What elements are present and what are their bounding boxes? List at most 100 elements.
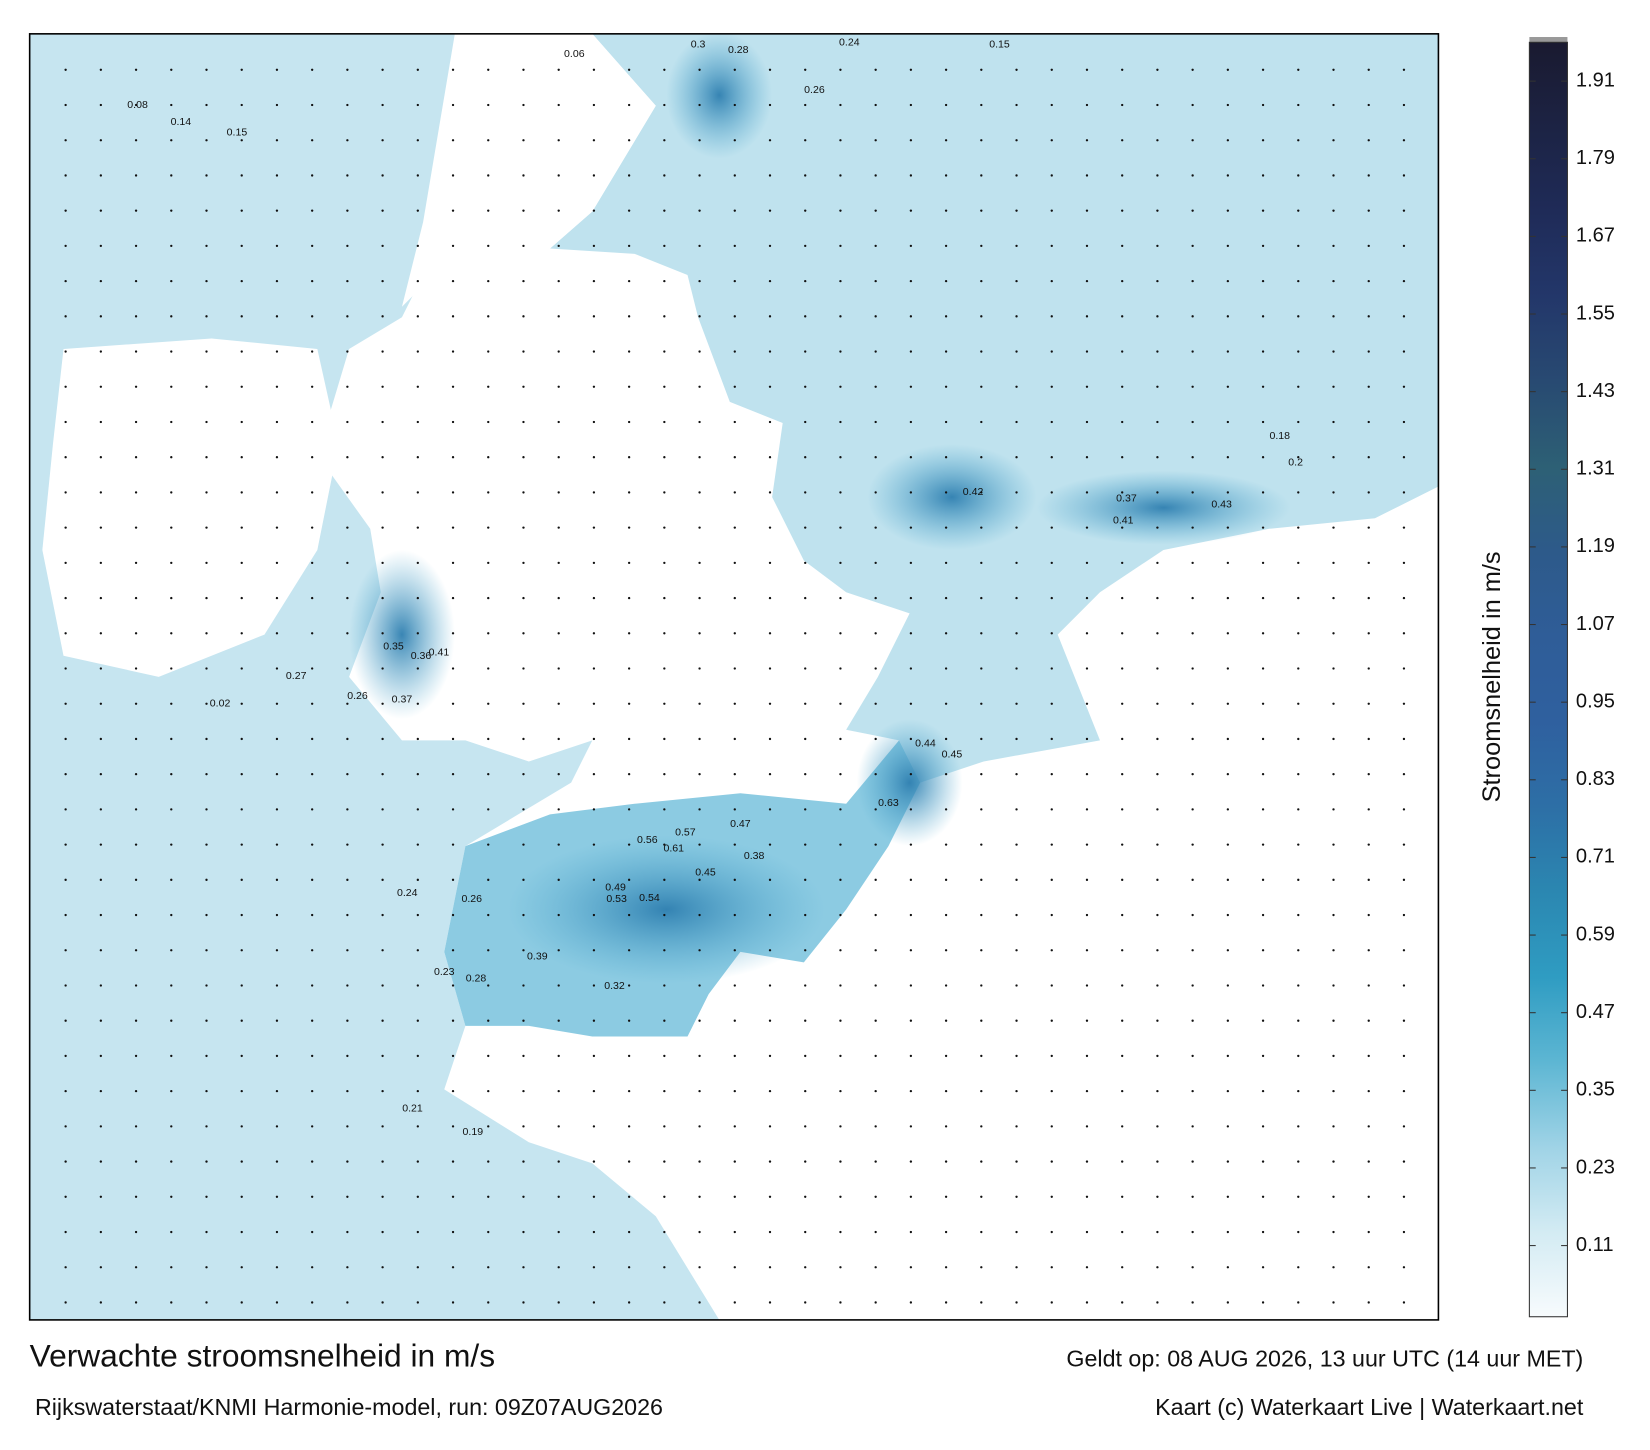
grid-dot xyxy=(909,491,913,494)
grid-dot xyxy=(451,878,455,881)
grid-dot xyxy=(733,773,736,776)
grid-dot xyxy=(170,596,173,600)
grid-dot xyxy=(99,1266,103,1269)
land-north-inland xyxy=(401,33,656,307)
grid-dot xyxy=(1297,1054,1300,1058)
grid-dot xyxy=(768,913,772,917)
grid-dot xyxy=(1050,420,1053,424)
grid-dot xyxy=(1332,103,1335,107)
grid-dot xyxy=(1226,1089,1230,1093)
grid-dot xyxy=(381,420,384,424)
grid-dot xyxy=(1121,773,1124,776)
grid-dot xyxy=(874,1125,877,1128)
grid-dot xyxy=(1367,139,1370,142)
grid-dot xyxy=(944,1195,948,1198)
grid-dot xyxy=(804,632,807,635)
grid-dot xyxy=(170,1054,173,1058)
grid-dot xyxy=(170,878,173,881)
grid-dot xyxy=(1402,737,1406,741)
grid-dot xyxy=(980,103,983,107)
grid-dot xyxy=(839,1019,842,1022)
speed-label: 0.24 xyxy=(839,36,860,48)
grid-dot xyxy=(381,773,384,776)
grid-dot xyxy=(1226,878,1230,881)
grid-dot xyxy=(1261,1301,1265,1304)
grid-dot xyxy=(874,103,877,107)
grid-dot xyxy=(874,68,877,71)
grid-dot xyxy=(451,1089,455,1093)
grid-dot xyxy=(1121,1301,1124,1304)
grid-dot xyxy=(205,632,208,635)
grid-dot xyxy=(839,209,842,212)
grid-dot xyxy=(346,1266,349,1269)
grid-dot xyxy=(768,1230,772,1234)
grid-dot xyxy=(944,1054,948,1058)
grid-dot xyxy=(1261,456,1265,459)
colorbar-tick-label: 0.83 xyxy=(1576,768,1615,790)
grid-dot xyxy=(1156,1195,1159,1198)
grid-dot xyxy=(99,315,103,318)
grid-dot xyxy=(663,773,666,776)
grid-dot xyxy=(663,596,666,600)
grid-dot xyxy=(64,174,67,177)
grid-dot xyxy=(1050,913,1053,917)
grid-dot xyxy=(698,456,701,459)
grid-dot xyxy=(874,1301,877,1304)
grid-dot xyxy=(592,1019,596,1022)
grid-dot xyxy=(346,139,349,142)
grid-dot xyxy=(874,984,877,987)
grid-dot xyxy=(451,1266,455,1269)
grid-dot xyxy=(909,737,913,741)
colorbar-tick-label: 1.79 xyxy=(1576,147,1615,169)
grid-dot xyxy=(1015,385,1018,388)
grid-dot xyxy=(487,843,490,846)
grid-dot xyxy=(64,1230,67,1234)
grid-dot xyxy=(768,1054,772,1058)
grid-dot xyxy=(1297,456,1300,459)
grid-dot xyxy=(416,596,419,600)
speed-label: 0.28 xyxy=(728,44,749,56)
grid-dot xyxy=(944,244,948,248)
grid-dot xyxy=(698,561,701,565)
grid-dot xyxy=(1156,1089,1159,1093)
grid-dot xyxy=(1402,1160,1406,1163)
grid-dot xyxy=(698,139,701,142)
grid-dot xyxy=(980,949,983,952)
grid-dot xyxy=(1226,632,1230,635)
grid-dot xyxy=(1085,491,1089,494)
grid-dot xyxy=(1121,949,1124,952)
grid-dot xyxy=(627,456,631,459)
grid-dot xyxy=(1050,1019,1053,1022)
grid-dot xyxy=(522,984,525,987)
grid-dot xyxy=(592,420,596,424)
grid-dot xyxy=(768,174,772,177)
grid-dot xyxy=(275,596,279,600)
grid-dot xyxy=(768,632,772,635)
grid-dot xyxy=(1121,68,1124,71)
grid-dot xyxy=(1261,103,1265,107)
strong-current xyxy=(867,444,1037,550)
grid-dot xyxy=(944,174,948,177)
grid-dot xyxy=(1367,526,1370,529)
grid-dot xyxy=(1015,1125,1018,1128)
grid-dot xyxy=(1156,385,1159,388)
grid-dot xyxy=(205,737,208,741)
speed-label: 0.23 xyxy=(434,966,455,978)
grid-dot xyxy=(909,596,913,600)
grid-dot xyxy=(346,1160,349,1163)
grid-dot xyxy=(944,737,948,741)
grid-dot xyxy=(310,420,314,424)
grid-dot xyxy=(310,1301,314,1304)
grid-dot xyxy=(416,984,419,987)
grid-dot xyxy=(205,456,208,459)
grid-dot xyxy=(768,420,772,424)
grid-dot xyxy=(346,1125,349,1128)
grid-dot xyxy=(170,385,173,388)
grid-dot xyxy=(134,1301,138,1304)
grid-dot xyxy=(487,1266,490,1269)
grid-dot xyxy=(768,561,772,565)
grid-dot xyxy=(944,913,948,917)
grid-dot xyxy=(1191,315,1194,318)
grid-dot xyxy=(944,1266,948,1269)
grid-dot xyxy=(134,420,138,424)
